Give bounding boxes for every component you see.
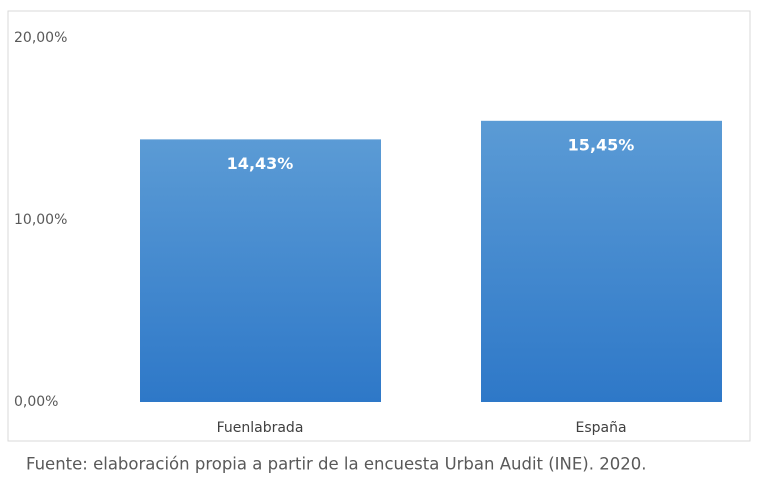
bar [140, 139, 381, 402]
value-label: 15,45% [568, 135, 635, 154]
value-label: 14,43% [227, 154, 294, 173]
source-note: Fuente: elaboración propia a partir de l… [26, 455, 646, 474]
x-tick-label: España [575, 420, 626, 436]
y-tick-label: 20,00% [14, 30, 67, 46]
bar [481, 120, 722, 402]
y-tick-label: 0,00% [14, 394, 58, 410]
y-tick-label: 10,00% [14, 212, 67, 228]
x-tick-label: Fuenlabrada [217, 420, 304, 436]
chart-border [7, 10, 751, 442]
